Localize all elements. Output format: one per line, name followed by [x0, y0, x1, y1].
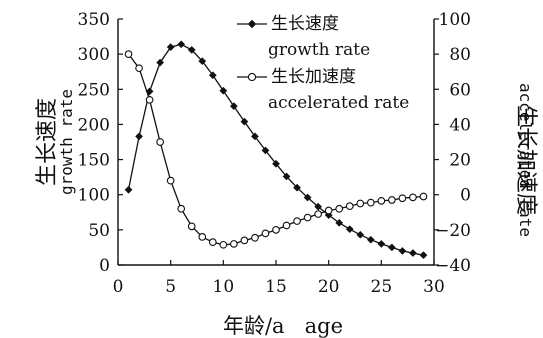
growth-rate-point	[219, 86, 228, 95]
growth-rate-point	[145, 87, 154, 96]
x-tick-label: 0	[113, 277, 124, 297]
right-y-tick-label: 20	[449, 151, 471, 171]
ticks-layer: 0 5 10 15 20 25 30050100150200250300350−40−200…	[78, 10, 471, 297]
growth-rate-point	[187, 45, 196, 54]
accelerated-rate-point	[251, 233, 259, 242]
x-tick-label: 30	[423, 277, 445, 297]
right-y-tick-label: −40	[435, 256, 471, 276]
growth-rate-point	[124, 185, 133, 194]
series-layer	[124, 40, 428, 260]
left-y-tick-label: 50	[88, 221, 110, 241]
legend-growth-marker	[247, 19, 257, 29]
x-axis-label: 年龄/a age	[223, 314, 343, 338]
right-y-tick-label: 80	[449, 45, 471, 65]
growth-rate-point	[177, 40, 186, 49]
growth-rate-point	[408, 249, 417, 258]
legend-accel-marker	[247, 72, 257, 82]
growth-rate-point	[419, 251, 428, 260]
accelerated-rate-point	[240, 236, 249, 245]
right-axis-label-en: accelerated rate	[516, 83, 535, 237]
accelerated-rate-point	[377, 197, 386, 205]
growth-rate-point	[229, 102, 238, 111]
right-y-tick-label: −20	[435, 221, 471, 241]
growth-rate-point	[303, 193, 312, 202]
accelerated-rate-point	[219, 240, 228, 249]
accelerated-rate-point	[282, 221, 291, 230]
growth-rate-point	[250, 132, 259, 141]
legend-accel-label-cn: 生长加速度	[271, 67, 356, 87]
growth-rate-point	[272, 159, 280, 168]
accelerated-rate-point	[345, 202, 354, 210]
accelerated-rate-point	[356, 199, 365, 208]
growth-rate-point	[335, 218, 344, 227]
growth-rate-point	[208, 71, 217, 80]
left-y-tick-label: 200	[78, 115, 110, 135]
legend-accel-label-en: accelerated rate	[268, 93, 409, 113]
growth-rate-point	[293, 183, 302, 192]
left-y-tick-label: 250	[78, 80, 110, 100]
x-tick-label: 10	[213, 277, 235, 297]
accelerated-rate-point	[366, 198, 375, 207]
growth-rate-point	[345, 225, 354, 234]
accelerated-rate-point	[208, 238, 217, 247]
accelerated-rate-point	[303, 213, 312, 222]
accelerated-rate-point	[198, 233, 207, 241]
growth-rate-point	[240, 117, 249, 126]
left-axis-label-en: growth rate	[57, 89, 76, 195]
accelerated-rate-point	[156, 138, 164, 146]
accelerated-rate-point	[261, 229, 270, 238]
legend-growth-label-cn: 生长速度	[271, 14, 339, 34]
right-y-tick-label: 100	[439, 10, 471, 30]
growth-rate-point	[261, 146, 270, 155]
accelerated-rate-point	[230, 240, 238, 248]
accelerated-rate-point	[324, 206, 333, 215]
left-y-tick-label: 0	[99, 256, 110, 276]
x-tick-label: 20	[318, 277, 340, 297]
left-y-tick-label: 350	[78, 10, 110, 30]
accelerated-rate-point	[388, 196, 396, 204]
growth-rate-point	[156, 58, 165, 67]
accelerated-rate-point	[166, 176, 175, 185]
accelerated-rate-point	[145, 95, 154, 104]
left-y-tick-label: 100	[78, 186, 110, 206]
x-tick-label: 5	[165, 277, 176, 297]
growth-rate-point	[387, 243, 396, 252]
accelerated-rate-point	[314, 210, 322, 218]
growth-rate-point	[366, 235, 375, 244]
accelerated-rate-point	[272, 226, 280, 234]
x-tick-label: 15	[265, 277, 287, 297]
accelerated-rate-point	[135, 64, 143, 73]
growth-rate-point	[166, 43, 175, 52]
legend: 生长速度 growth rate 生长加速度 accelerated rate	[237, 14, 409, 113]
left-y-tick-label: 150	[78, 151, 110, 171]
x-tick-label: 25	[371, 277, 393, 297]
growth-rate-point	[398, 246, 407, 255]
growth-rate-point	[356, 230, 365, 239]
left-axis-label-cn: 生长速度	[35, 98, 60, 186]
growth-rate-point	[198, 57, 207, 66]
growth-rate-point	[282, 172, 291, 181]
accelerated-rate-point	[409, 193, 417, 202]
growth-rate-point	[377, 239, 386, 248]
left-y-tick-label: 300	[78, 45, 110, 65]
right-y-tick-label: 0	[460, 186, 471, 206]
accelerated-rate-point	[124, 50, 133, 58]
accelerated-rate-point	[187, 222, 196, 231]
legend-growth-label-en: growth rate	[268, 40, 370, 60]
accelerated-rate-point	[419, 192, 428, 201]
right-axis-label-cn: 生长加速度	[513, 105, 538, 215]
accelerated-rate-point	[335, 204, 344, 213]
accelerated-rate-point	[398, 194, 407, 203]
right-y-tick-label: 60	[449, 80, 471, 100]
growth-rate-point	[135, 132, 144, 141]
accelerated-rate-point	[293, 217, 301, 225]
right-y-tick-label: 40	[449, 115, 471, 135]
accelerated-rate-point	[177, 204, 186, 213]
